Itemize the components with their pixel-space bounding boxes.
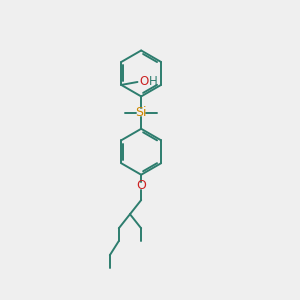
Text: O: O [136, 179, 146, 192]
Text: Si: Si [135, 106, 147, 119]
Text: H: H [149, 76, 158, 88]
Text: O: O [140, 76, 149, 88]
